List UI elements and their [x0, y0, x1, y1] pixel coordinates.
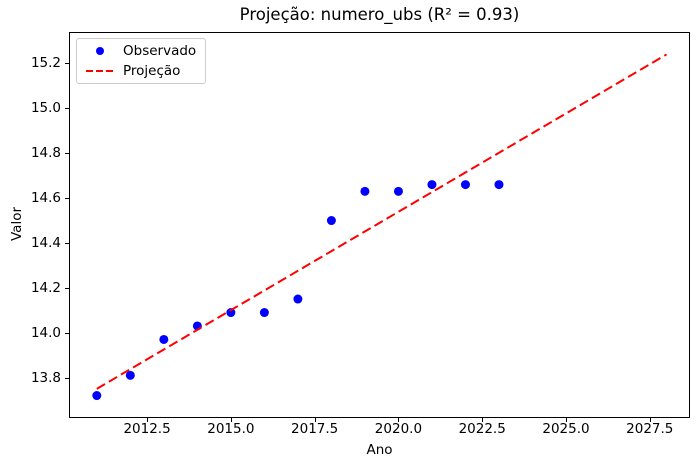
data-point [427, 180, 437, 190]
data-point [293, 294, 303, 304]
x-tick-mark [398, 418, 400, 422]
x-tick-mark [649, 418, 651, 422]
x-axis-label: Ano [366, 442, 393, 458]
y-tick-mark [65, 377, 69, 379]
x-tick-mark [314, 418, 316, 422]
y-tick-label: 14.6 [30, 190, 61, 207]
data-point [92, 391, 102, 401]
y-tick-label: 15.2 [30, 55, 61, 72]
legend-entry-projecao: Projeção [77, 61, 205, 81]
legend: Observado Projeção [76, 38, 206, 84]
y-tick-label: 14.0 [30, 324, 61, 341]
data-point [326, 216, 336, 226]
x-tick-mark [230, 418, 232, 422]
y-tick-label: 14.8 [30, 145, 61, 162]
legend-dash-icon [86, 70, 113, 72]
data-point [360, 186, 370, 196]
y-tick-mark [65, 63, 69, 65]
y-tick-label: 14.4 [30, 234, 61, 251]
y-axis-label: Valor [9, 206, 25, 242]
legend-label-projecao: Projeção [123, 63, 181, 79]
legend-entry-observado: Observado [77, 41, 205, 61]
legend-dot-icon [95, 47, 104, 55]
x-tick-label: 2022.5 [458, 421, 506, 437]
y-tick-label: 15.0 [30, 100, 61, 117]
chart-title: Projeção: numero_ubs (R² = 0.93) [239, 5, 520, 24]
y-tick-mark [65, 108, 69, 110]
plot-canvas [92, 53, 668, 401]
x-tick-mark [482, 418, 484, 422]
x-tick-label: 2025.0 [542, 421, 590, 437]
x-tick-label: 2015.0 [207, 421, 255, 437]
x-tick-label: 2027.5 [626, 421, 674, 437]
legend-label-observado: Observado [123, 43, 197, 59]
x-tick-label: 2017.5 [291, 421, 339, 437]
x-tick-mark [147, 418, 149, 422]
x-tick-label: 2012.5 [123, 421, 171, 437]
data-point [393, 186, 403, 196]
legend-marker-area [86, 70, 113, 72]
x-tick-mark [566, 418, 567, 422]
legend-marker-area [86, 47, 113, 55]
observed-points [92, 180, 504, 401]
y-tick-mark [65, 242, 69, 244]
plot-area [69, 32, 690, 418]
data-point [494, 180, 504, 190]
y-tick-label: 14.2 [30, 279, 61, 296]
y-tick-label: 13.8 [30, 369, 61, 386]
data-point [226, 308, 236, 318]
data-point [460, 180, 470, 190]
data-point [259, 308, 269, 318]
projection-line [96, 53, 668, 390]
y-tick-mark [65, 332, 69, 334]
data-point [125, 370, 135, 380]
y-tick-mark [65, 153, 69, 155]
y-tick-mark [65, 198, 69, 200]
y-tick-mark [65, 287, 69, 289]
data-point [159, 334, 169, 344]
x-tick-label: 2020.0 [374, 421, 423, 437]
